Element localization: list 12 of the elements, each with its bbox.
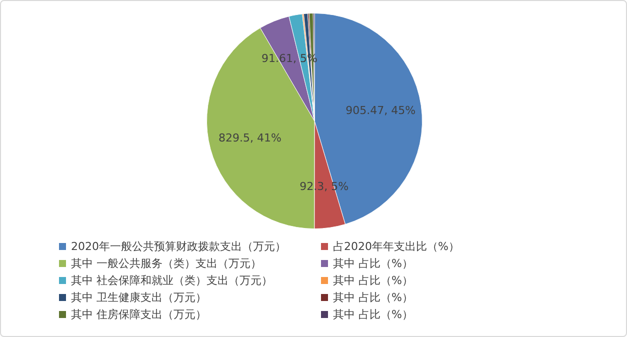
legend-label: 占2020年年支出比（%） [333, 238, 460, 254]
legend-label: 其中 住房保障支出（万元） [71, 306, 206, 322]
legend-label: 其中 占比（%） [333, 256, 413, 270]
legend-label: 其中 占比（%） [333, 290, 413, 304]
legend-label: 其中 占比（%） [333, 306, 413, 322]
legend-label: 其中 一般公共服务（类）支出（万元） [71, 256, 262, 270]
legend-label: 其中 占比（%） [333, 272, 413, 288]
legend-label: 其中 卫生健康支出（万元） [71, 290, 206, 304]
legend-label: 其中 社会保障和就业（类）支出（万元） [71, 272, 272, 288]
legend-label: 2020年一般公共预算财政拨款支出（万元） [71, 238, 286, 254]
data-label: 905.47, 45% [346, 104, 416, 118]
data-label: 829.5, 41% [218, 131, 282, 144]
